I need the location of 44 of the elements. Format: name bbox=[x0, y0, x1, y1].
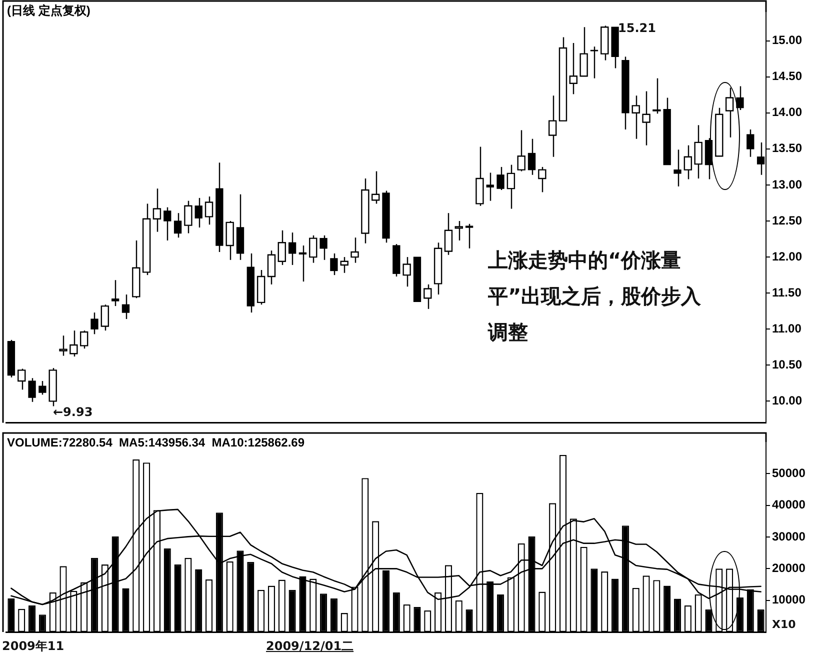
y-tick-label: 12.50 bbox=[772, 213, 802, 228]
candlestick bbox=[111, 280, 120, 307]
candlestick bbox=[59, 334, 68, 356]
y-tick-label: 13.00 bbox=[772, 177, 802, 192]
candlestick bbox=[746, 128, 754, 158]
chart-title: (日线 定点复权) bbox=[7, 3, 90, 18]
y-tick-label: 14.50 bbox=[772, 69, 802, 84]
candlestick bbox=[674, 149, 682, 188]
y-tick-label: 13.50 bbox=[772, 141, 802, 156]
candlestick bbox=[486, 172, 494, 202]
annotation: ←9.93 bbox=[53, 405, 93, 419]
text: 2009/12/01二 bbox=[266, 638, 354, 655]
candlestick bbox=[164, 206, 172, 242]
candlestick bbox=[28, 378, 36, 402]
y-tick-label: 50000 bbox=[772, 466, 806, 480]
y-tick-label: 11.00 bbox=[772, 321, 802, 336]
y-tick-label: 14.00 bbox=[772, 105, 802, 120]
candlestick bbox=[288, 232, 296, 266]
candlestick bbox=[298, 244, 307, 282]
y-tick-label: 15.00 bbox=[772, 33, 802, 48]
candlestick bbox=[122, 294, 130, 320]
candlestick bbox=[330, 252, 338, 276]
chart-title: VOLUME:72280.54 MA5:143956.34 MA10:125862.69 bbox=[7, 435, 305, 450]
y-tick-label: 12.00 bbox=[772, 249, 802, 264]
candlestick bbox=[38, 380, 46, 396]
text: 2009年11 bbox=[2, 638, 64, 655]
candlestick bbox=[320, 234, 328, 261]
y-tick-label: 20000 bbox=[772, 560, 806, 575]
y-tick-label: 30000 bbox=[772, 529, 806, 544]
candlestick bbox=[465, 223, 474, 249]
candlestick bbox=[90, 312, 98, 335]
y-tick-label: 10.50 bbox=[772, 357, 802, 372]
candlestick bbox=[194, 197, 202, 228]
y-tick-label: 11.50 bbox=[772, 285, 802, 300]
candlestick bbox=[496, 166, 504, 191]
text: X10 bbox=[772, 618, 796, 631]
candlestick bbox=[174, 212, 182, 238]
y-tick-label: 40000 bbox=[772, 498, 806, 512]
annotation: 上涨走势中的“价涨量平”出现之后，股价步入调整 bbox=[488, 247, 702, 346]
annotation: 15.21 bbox=[618, 21, 656, 35]
candlestick bbox=[736, 86, 744, 111]
y-tick-label: 10000 bbox=[772, 592, 806, 607]
candlestick bbox=[528, 138, 536, 176]
y-tick-label: 10.00 bbox=[772, 393, 802, 408]
